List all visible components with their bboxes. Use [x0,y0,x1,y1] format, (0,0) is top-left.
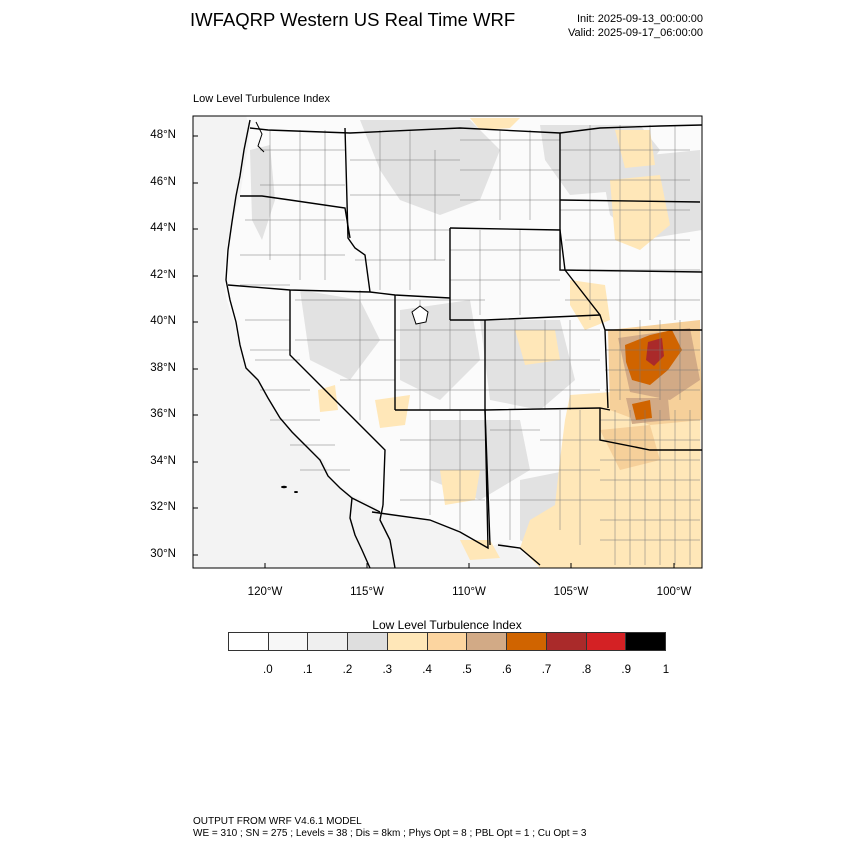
colorbar-tick-label: .6 [501,664,512,676]
lon-label-110: 110°W [452,586,486,598]
colorbar-tick-label: .7 [541,664,552,676]
coastline [225,119,381,513]
lon-ticks [264,563,675,568]
map-area [193,116,702,568]
lat-label-42: 42°N [150,269,176,281]
colorbar-bin [427,633,468,650]
colorbar-tick-label: 1 [662,664,670,676]
init-time: Init: 2025-09-13_00:00:00 [577,13,703,25]
model-config: WE = 310 ; SN = 275 ; Levels = 38 ; Dis … [193,828,587,839]
model-info: OUTPUT FROM WRF V4.6.1 MODEL [193,816,362,827]
colorbar-bin [586,633,627,650]
colorbar-bin [308,633,349,650]
colorbar-bin [507,633,547,650]
lon-label-120: 120°W [247,586,283,598]
channel-islands [281,485,298,493]
lat-label-46: 46°N [150,176,176,188]
colorbar-tick-label: .9 [621,664,631,676]
lon-label-100: 100°W [656,586,692,598]
plot-title: IWFAQRP Western US Real Time WRF [190,9,516,30]
colorbar-bin [268,633,309,650]
lat-ticks [193,135,198,556]
colorbar-bin [626,633,666,650]
lat-label-38: 38°N [150,362,176,374]
lat-label-40: 40°N [150,315,176,327]
colorbar-tick-label: .3 [382,664,393,676]
index-0.8-0.9-region [646,338,664,366]
lat-label-34: 34°N [150,455,176,467]
state-boundaries [227,124,702,566]
great-salt-lake [411,305,429,325]
colorbar-tick-label: .2 [342,664,353,676]
colorbar-bin [387,633,428,650]
colorbar-tick-label: .4 [422,664,432,676]
colorbar-tick-label: .5 [462,664,472,676]
colorbar-bin [348,633,388,650]
colorbar-bin [467,633,508,650]
index-0.4-0.5-regions [318,118,702,568]
lon-label-115: 115°W [350,586,384,598]
valid-time: Valid: 2025-09-17_06:00:00 [568,27,703,39]
puget-sound [255,121,265,153]
colorbar-tick-label: .0 [263,664,273,676]
colorbar-tick-label: .1 [302,664,313,676]
gulf-coastline [379,504,396,568]
lat-label-48: 48°N [150,129,176,141]
lat-label-44: 44°N [150,222,176,234]
colorbar-bin [546,633,587,650]
colorbar-bin [229,633,269,650]
field-label: Low Level Turbulence Index [193,93,330,105]
lon-label-105: 105°W [553,586,589,598]
colorbar-tick-label: .8 [581,664,592,676]
lat-label-36: 36°N [150,408,176,420]
map-frame [192,115,703,569]
colorbar [228,632,666,651]
colorbar-title: Low Level Turbulence Index [372,618,522,632]
lat-label-32: 32°N [150,501,176,513]
lat-label-30: 30°N [150,548,176,560]
baja-coastline [349,497,371,568]
